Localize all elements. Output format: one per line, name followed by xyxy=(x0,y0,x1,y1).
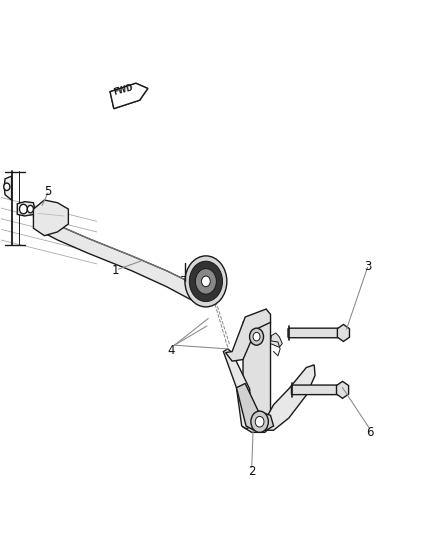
Polygon shape xyxy=(243,316,271,432)
Text: FWD: FWD xyxy=(112,83,134,97)
Polygon shape xyxy=(336,381,349,398)
Circle shape xyxy=(4,183,10,190)
Circle shape xyxy=(201,276,210,287)
Circle shape xyxy=(195,269,216,294)
Polygon shape xyxy=(33,200,68,236)
Polygon shape xyxy=(110,83,148,109)
Text: 3: 3 xyxy=(364,260,371,273)
Circle shape xyxy=(27,205,33,213)
Text: 1: 1 xyxy=(111,264,119,277)
Circle shape xyxy=(253,333,260,341)
Circle shape xyxy=(19,204,27,214)
Text: 5: 5 xyxy=(44,184,52,198)
Polygon shape xyxy=(271,333,283,348)
FancyBboxPatch shape xyxy=(291,385,343,394)
Polygon shape xyxy=(226,309,271,361)
Text: 4: 4 xyxy=(167,344,175,357)
Circle shape xyxy=(255,416,264,427)
Polygon shape xyxy=(223,349,253,429)
Polygon shape xyxy=(4,176,12,200)
Circle shape xyxy=(189,261,223,302)
Text: 2: 2 xyxy=(248,465,255,478)
Polygon shape xyxy=(17,201,35,216)
Polygon shape xyxy=(35,213,219,304)
Polygon shape xyxy=(110,83,140,109)
Polygon shape xyxy=(337,325,350,342)
Circle shape xyxy=(251,411,268,432)
Circle shape xyxy=(185,256,227,307)
FancyBboxPatch shape xyxy=(288,328,344,338)
Polygon shape xyxy=(136,83,148,100)
Circle shape xyxy=(250,328,264,345)
Text: 6: 6 xyxy=(366,426,373,439)
Polygon shape xyxy=(237,383,274,430)
Polygon shape xyxy=(265,365,315,430)
